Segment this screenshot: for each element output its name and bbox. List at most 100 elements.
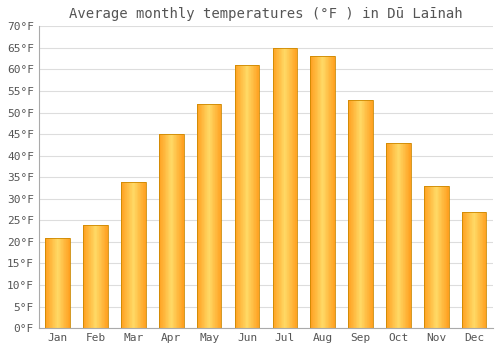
Bar (469, 212, 470, 328)
Bar (466, 212, 468, 328)
Bar (97, 225, 98, 328)
Bar (398, 143, 399, 328)
Bar (474, 212, 476, 328)
Bar (183, 134, 184, 328)
Bar (320, 56, 321, 328)
Bar (126, 182, 128, 328)
Bar (248, 65, 249, 328)
Bar (102, 225, 103, 328)
Bar (360, 100, 361, 328)
Bar (464, 212, 465, 328)
Bar (352, 100, 353, 328)
Bar (433, 186, 434, 328)
Bar (136, 182, 137, 328)
Bar (58, 238, 59, 328)
Bar (176, 134, 177, 328)
Bar (355, 100, 356, 328)
Bar (124, 182, 125, 328)
Bar (317, 56, 318, 328)
Bar (170, 134, 172, 328)
Bar (200, 104, 201, 328)
Bar (56, 238, 57, 328)
Bar (386, 143, 388, 328)
Bar (240, 65, 241, 328)
Bar (446, 186, 448, 328)
Bar (434, 186, 435, 328)
Bar (316, 56, 317, 328)
Bar (476, 212, 477, 328)
Bar (294, 48, 296, 328)
Bar (205, 104, 206, 328)
Bar (217, 104, 218, 328)
Bar (247, 65, 248, 328)
Bar (92, 225, 93, 328)
Bar (50, 238, 51, 328)
Bar (406, 143, 407, 328)
Bar (429, 186, 430, 328)
Bar (48, 238, 49, 328)
Bar (280, 48, 281, 328)
Bar (334, 56, 335, 328)
Bar (430, 186, 432, 328)
Bar (361, 100, 362, 328)
Bar (425, 186, 426, 328)
Bar (292, 48, 293, 328)
Bar (394, 143, 396, 328)
Bar (52, 238, 53, 328)
Bar (182, 134, 183, 328)
Bar (88, 225, 89, 328)
Bar (409, 143, 410, 328)
Bar (369, 100, 370, 328)
Bar (472, 212, 473, 328)
Bar (219, 104, 220, 328)
Bar (312, 56, 313, 328)
Bar (485, 212, 486, 328)
Bar (178, 134, 180, 328)
Bar (208, 104, 209, 328)
Bar (140, 182, 141, 328)
Bar (432, 186, 433, 328)
Bar (125, 182, 126, 328)
Bar (180, 134, 181, 328)
Bar (436, 186, 437, 328)
Bar (165, 134, 166, 328)
Bar (175, 134, 176, 328)
Bar (468, 212, 469, 328)
Bar (53, 238, 54, 328)
Bar (160, 134, 161, 328)
Bar (445, 186, 446, 328)
Bar (59, 238, 60, 328)
Bar (332, 56, 333, 328)
Bar (356, 100, 357, 328)
Bar (273, 48, 274, 328)
Bar (365, 100, 366, 328)
Bar (322, 56, 324, 328)
Bar (84, 225, 85, 328)
Bar (104, 225, 105, 328)
Bar (362, 100, 363, 328)
Bar (177, 134, 178, 328)
Bar (372, 100, 373, 328)
Bar (275, 48, 276, 328)
Bar (318, 56, 319, 328)
Bar (370, 100, 371, 328)
Bar (249, 65, 250, 328)
Bar (358, 100, 360, 328)
Bar (197, 104, 222, 328)
Bar (482, 212, 484, 328)
Bar (404, 143, 405, 328)
Bar (103, 225, 104, 328)
Bar (462, 212, 486, 328)
Bar (159, 134, 184, 328)
Bar (363, 100, 364, 328)
Bar (197, 104, 198, 328)
Bar (254, 65, 255, 328)
Bar (357, 100, 358, 328)
Bar (348, 100, 373, 328)
Bar (220, 104, 221, 328)
Bar (212, 104, 213, 328)
Bar (244, 65, 245, 328)
Bar (364, 100, 365, 328)
Bar (218, 104, 219, 328)
Bar (282, 48, 283, 328)
